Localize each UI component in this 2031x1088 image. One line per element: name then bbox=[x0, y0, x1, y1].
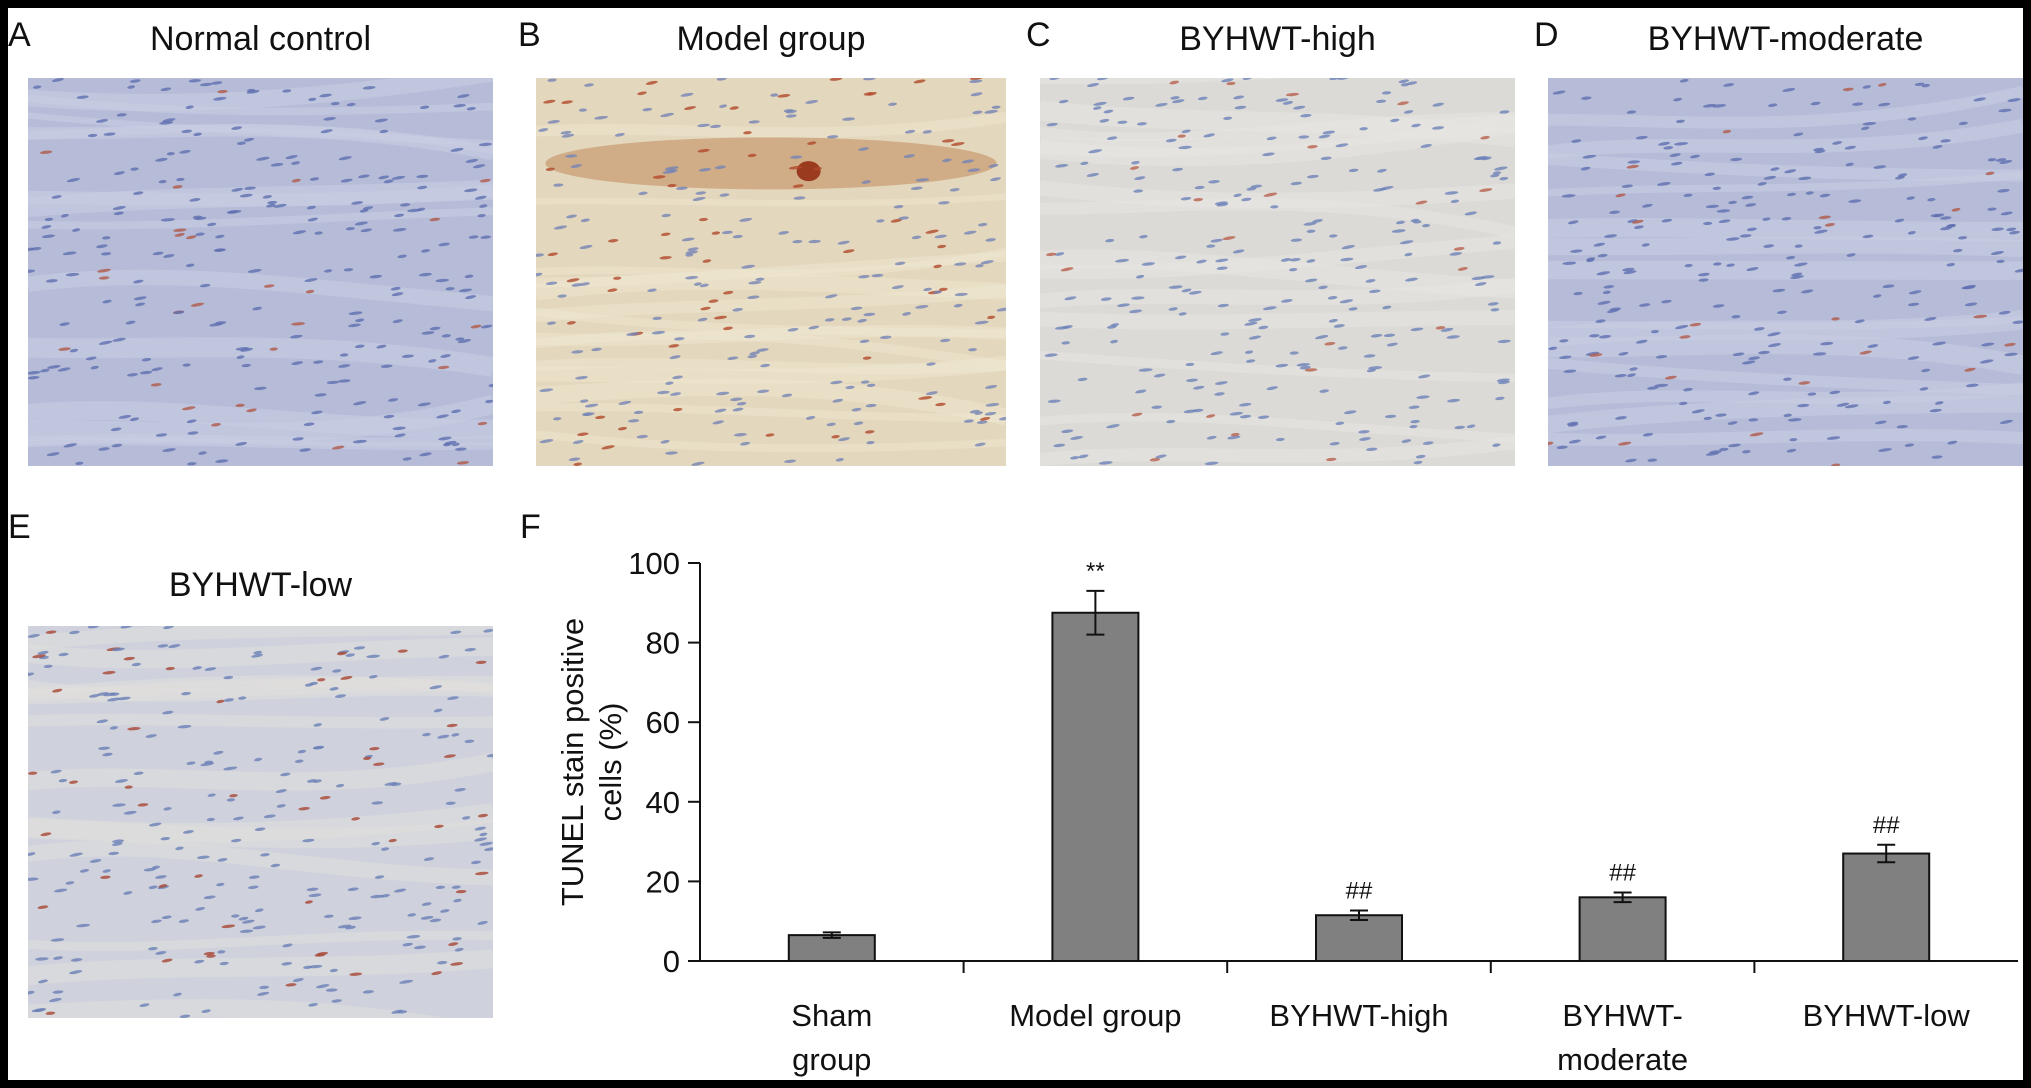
panel-letter-d: D bbox=[1534, 16, 1559, 54]
panel-letter-e: E bbox=[8, 508, 31, 546]
x-category-label: BYHWT-low bbox=[1803, 998, 1971, 1033]
y-tick-label: 60 bbox=[646, 705, 680, 740]
micrograph-e bbox=[28, 626, 493, 1018]
bar bbox=[787, 934, 876, 963]
significance-label: ## bbox=[1873, 812, 1900, 839]
y-tick-label: 0 bbox=[663, 944, 680, 979]
micrograph-d bbox=[1548, 78, 2023, 466]
y-axis-label: TUNEL stain positive bbox=[555, 618, 590, 906]
panel-title-e: BYHWT-low bbox=[168, 566, 353, 604]
significance-label: ## bbox=[1609, 860, 1636, 887]
panel-letter-a: A bbox=[8, 16, 31, 54]
panel-letter-c: C bbox=[1026, 16, 1051, 54]
bar bbox=[1578, 896, 1667, 963]
panel-letter-f: F bbox=[520, 508, 541, 546]
panel-title-a: Normal control bbox=[149, 20, 372, 58]
y-tick-label: 80 bbox=[646, 626, 680, 661]
bar-chart: 0 20 40 60 80 100 TUNEL stain positive cells (%… bbox=[555, 546, 2018, 1077]
x-category-label: BYHWT- bbox=[1562, 998, 1683, 1033]
significance-label: ## bbox=[1346, 877, 1373, 904]
y-tick-label: 100 bbox=[628, 546, 680, 581]
panel-title-b: Model group bbox=[676, 20, 866, 58]
micrograph-a bbox=[28, 78, 493, 466]
x-category-label: BYHWT-high bbox=[1269, 998, 1448, 1033]
panel-title-c: BYHWT-high bbox=[1179, 20, 1376, 58]
micrograph-c bbox=[1040, 78, 1515, 466]
panel-title-d: BYHWT-moderate bbox=[1647, 20, 1924, 58]
y-axis-label: cells (%) bbox=[593, 703, 628, 822]
x-category-label: Sham bbox=[791, 998, 872, 1033]
panel-letter-b: B bbox=[518, 16, 541, 54]
x-category-label: moderate bbox=[1557, 1042, 1688, 1077]
y-tick-label: 20 bbox=[646, 864, 680, 899]
figure-canvas: A Normal control B Model group C BYHWT-h… bbox=[8, 8, 2023, 1080]
x-category-label: group bbox=[792, 1042, 871, 1077]
micrograph-b bbox=[536, 78, 1006, 466]
bar bbox=[1842, 852, 1931, 962]
bar bbox=[1315, 914, 1403, 962]
significance-label: ** bbox=[1086, 558, 1105, 585]
y-tick-label: 40 bbox=[646, 785, 680, 820]
x-category-label: Model group bbox=[1009, 998, 1181, 1033]
bar bbox=[1051, 611, 1140, 962]
